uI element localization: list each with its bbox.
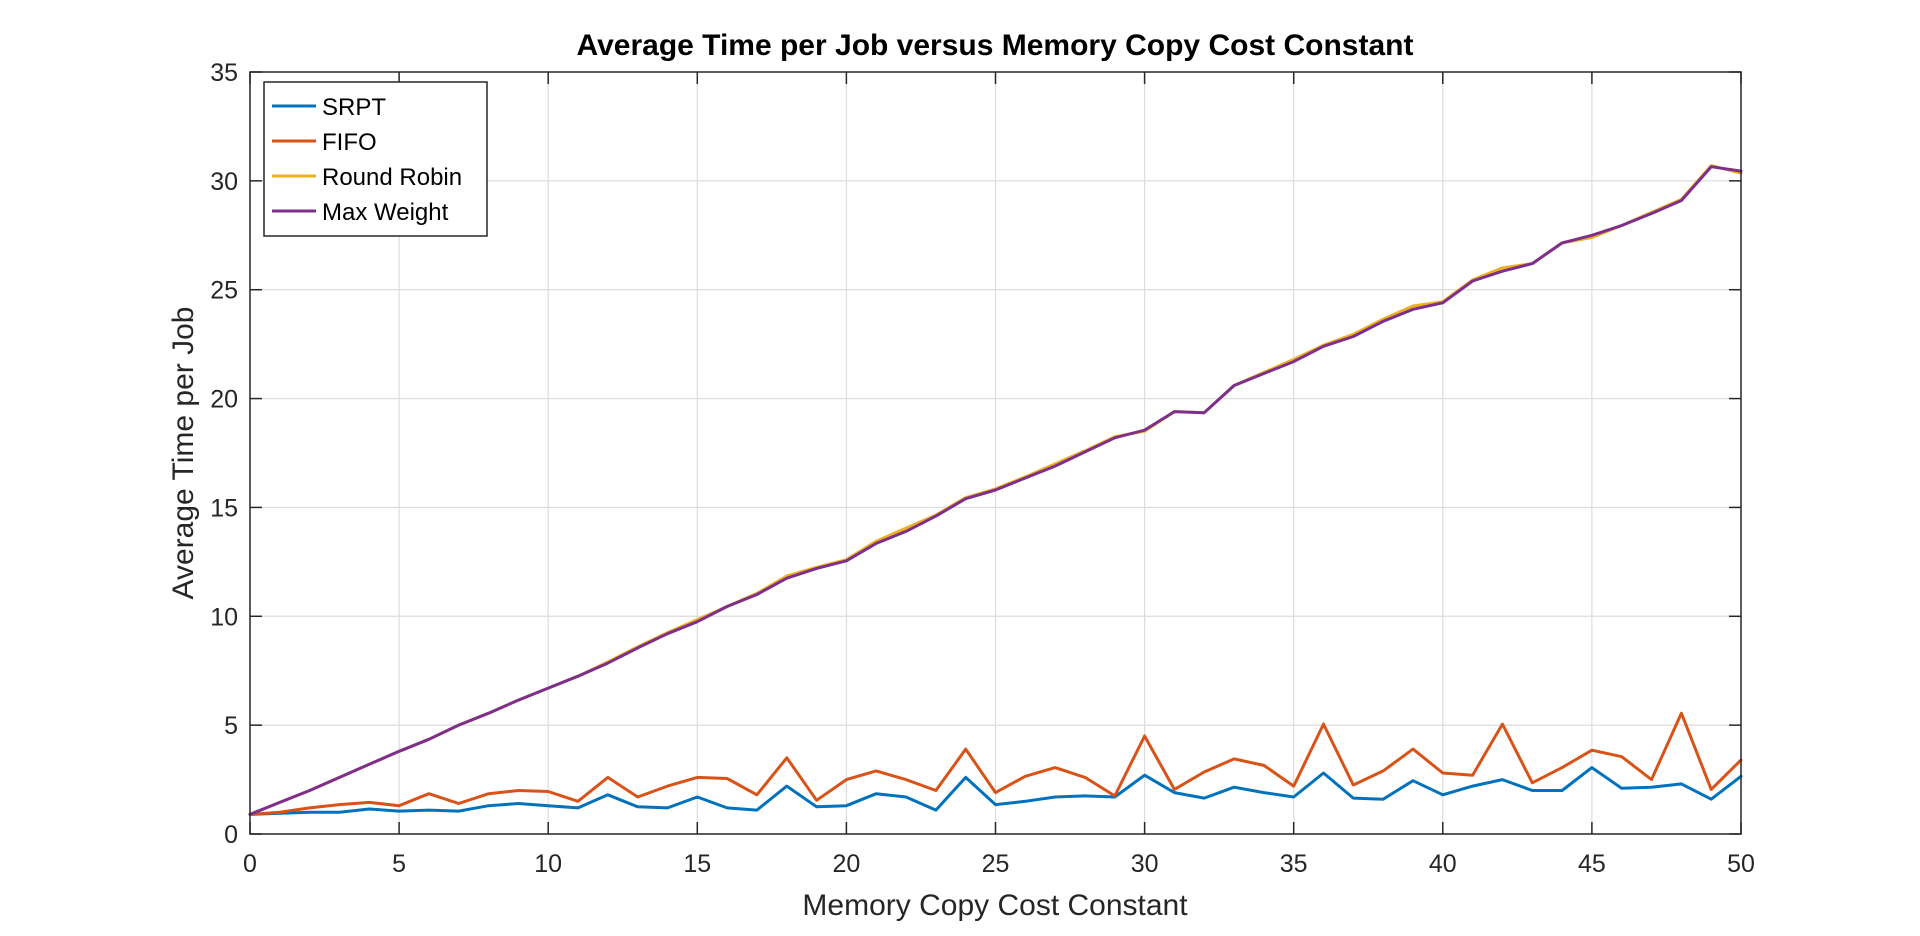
x-tick-label: 50 (1727, 850, 1755, 878)
x-tick-label: 15 (683, 850, 711, 878)
x-tick-label: 0 (243, 850, 257, 878)
legend-label: Round Robin (322, 164, 462, 191)
series-line-srpt (248, 766, 1743, 816)
x-axis-label: Memory Copy Cost Constant (802, 889, 1188, 922)
ticks: 0 5 10 15 20 25 30 35 40 45 50 0 5 10 15 20 25 30 35 (210, 59, 1755, 878)
x-tick-label: 35 (1280, 850, 1308, 878)
legend-label: SRPT (322, 94, 386, 121)
y-tick-label: 25 (210, 277, 238, 305)
x-tick-label: 45 (1578, 850, 1606, 878)
x-tick-label: 40 (1429, 850, 1457, 878)
y-tick-label: 20 (210, 386, 238, 414)
y-tick-label: 10 (210, 603, 238, 631)
chart-title: Average Time per Job versus Memory Copy … (577, 29, 1414, 62)
y-axis-label: Average Time per Job (167, 307, 200, 600)
y-tick-label: 5 (224, 712, 238, 740)
y-tick-label: 35 (210, 59, 238, 87)
x-tick-label: 5 (392, 850, 406, 878)
legend: SRPT FIFO Round Robin Max Weight (263, 81, 488, 237)
x-tick-label: 25 (982, 850, 1010, 878)
x-tick-label: 30 (1131, 850, 1159, 878)
series-line-max-weight (248, 165, 1743, 816)
y-tick-label: 30 (210, 168, 238, 196)
y-tick-label: 0 (224, 821, 238, 849)
series-layer (248, 164, 1743, 816)
grid (250, 72, 1741, 834)
legend-label: FIFO (322, 129, 377, 156)
y-tick-label: 15 (210, 494, 238, 522)
x-tick-label: 20 (832, 850, 860, 878)
series-line-fifo (248, 711, 1743, 816)
x-tick-label: 10 (534, 850, 562, 878)
legend-label: Max Weight (322, 199, 449, 226)
